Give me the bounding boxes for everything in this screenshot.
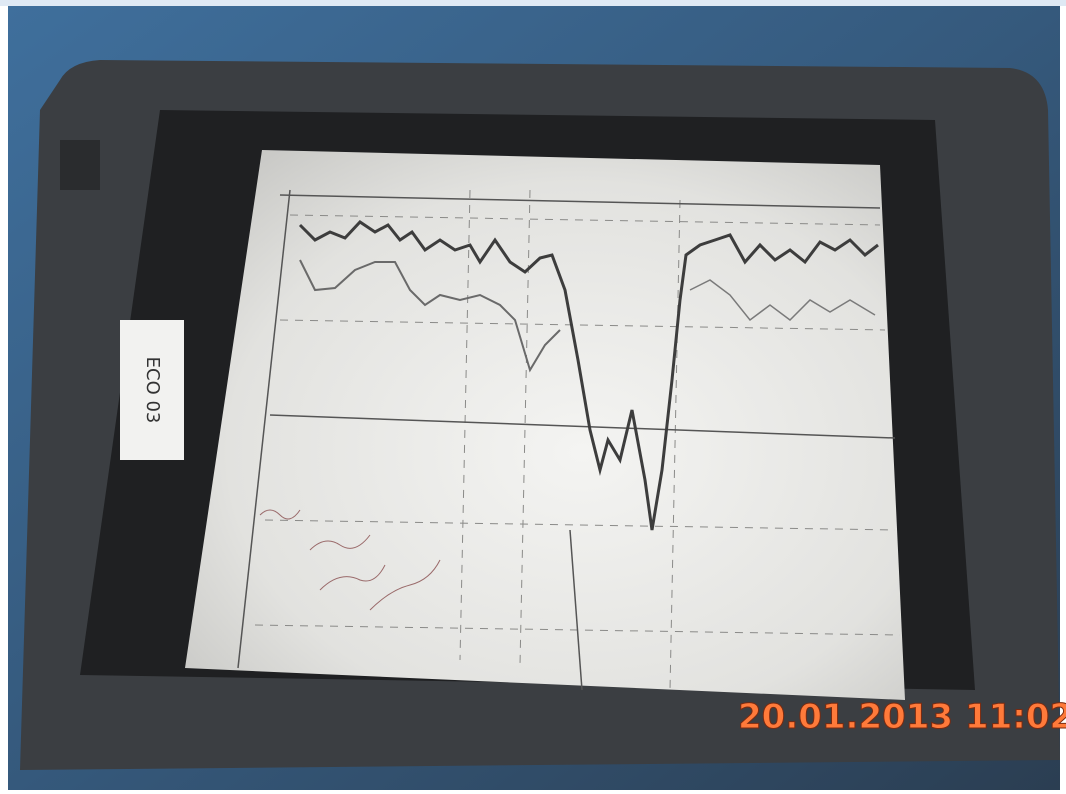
label-sticker: ECO 03 bbox=[120, 320, 184, 460]
trace-lower-right bbox=[689, 279, 876, 322]
top-edge bbox=[0, 0, 1066, 6]
device-label: ECO 03 bbox=[142, 357, 163, 424]
clip bbox=[60, 140, 100, 190]
trace-lower bbox=[299, 259, 561, 373]
paper-axes bbox=[237, 189, 896, 691]
handwriting bbox=[259, 509, 441, 611]
timestamp: 20.01.2013 11:02 bbox=[738, 697, 1066, 737]
trace-upper bbox=[298, 220, 879, 531]
sticker-paper bbox=[120, 320, 184, 460]
